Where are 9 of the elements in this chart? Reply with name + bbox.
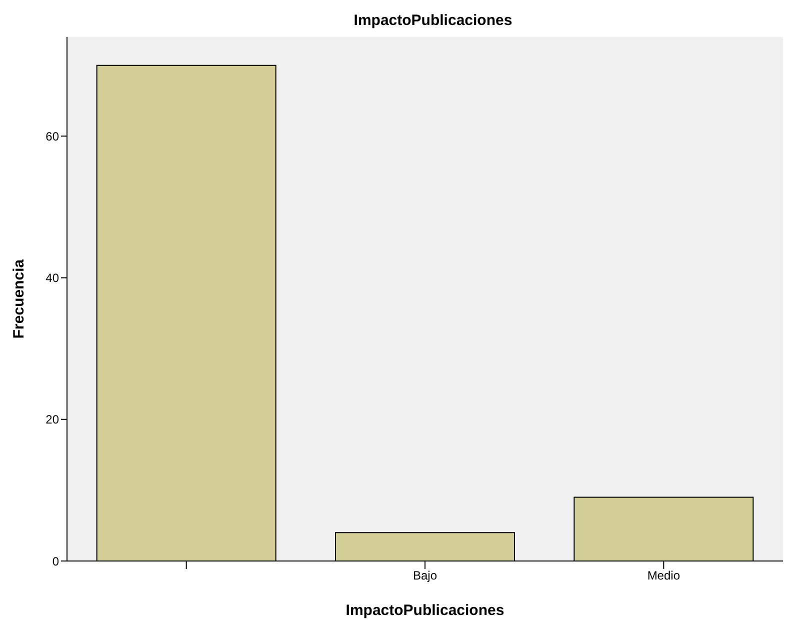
chart-title: ImpactoPublicaciones [352,12,514,29]
y-tick-label: 40 [46,271,60,286]
x-tick-label: Bajo [412,568,438,583]
y-tick-label: 60 [46,129,60,144]
y-axis-title: Frecuencia [10,258,28,339]
x-axis-title: ImpactoPublicaciones [346,602,504,619]
y-tick-label: 20 [46,412,60,427]
y-tick-label: 0 [52,554,60,568]
x-tick-label: Medio [647,568,680,583]
